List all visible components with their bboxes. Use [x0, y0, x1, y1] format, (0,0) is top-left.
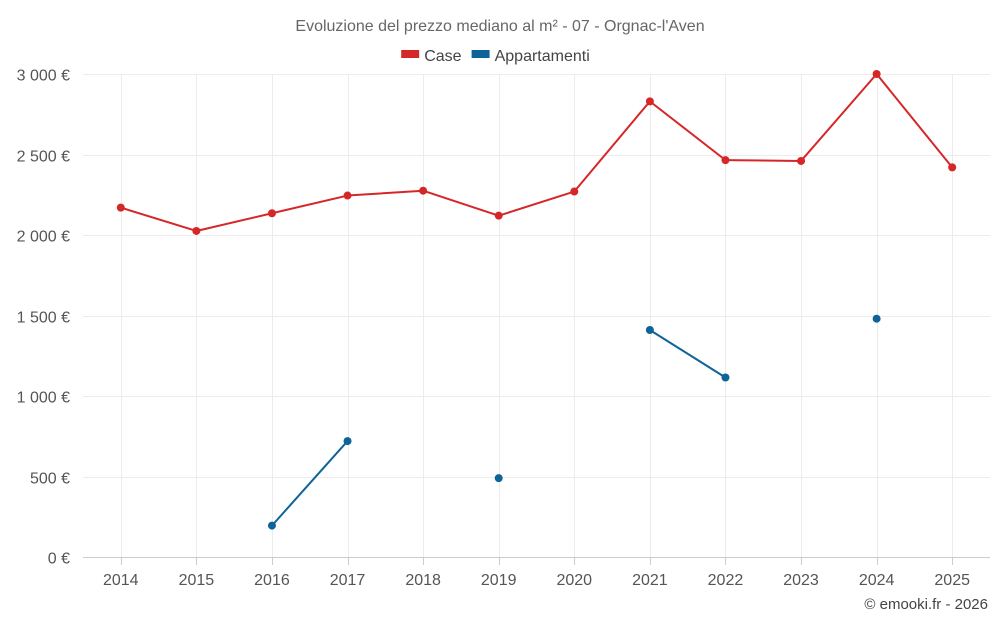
- x-axis-ticks: 2014 2015 2016 2017 2018 2019 2020 2021 2022 2023…: [103, 557, 970, 589]
- series-appartamenti: [267, 314, 881, 530]
- x-tick-label: 2014: [103, 572, 139, 589]
- y-tick-label: 1 000 €: [17, 390, 70, 407]
- y-tick-label: 2 500 €: [17, 149, 70, 166]
- y-gridlines: [83, 74, 990, 478]
- data-point-case-2018[interactable]: [419, 186, 428, 195]
- legend-label-appartamenti[interactable]: Appartamenti: [495, 48, 590, 65]
- x-tick-label: 2019: [481, 572, 517, 589]
- y-axis-ticks: 0 € 500 € 1 000 € 1 500 € 2 000 € 2 500 € 3 00…: [17, 68, 70, 568]
- series-line-segment: [648, 100, 727, 162]
- data-point-case-2019[interactable]: [494, 211, 503, 220]
- x-tick-label: 2023: [783, 572, 819, 589]
- credit-text: © emooki.fr - 2026: [864, 596, 988, 613]
- legend-swatch-appartamenti: [471, 50, 490, 58]
- legend-label-case[interactable]: Case: [424, 48, 461, 65]
- x-tick-label: 2021: [632, 572, 668, 589]
- y-tick-label: 1 500 €: [17, 310, 70, 327]
- x-tick-label: 2018: [405, 572, 441, 589]
- series-line-segment: [800, 73, 878, 162]
- legend: Case Appartamenti: [401, 48, 590, 65]
- series-line-segment: [422, 189, 500, 217]
- x-tick-label: 2015: [179, 572, 215, 589]
- series-line-segment: [270, 194, 349, 215]
- legend-swatch-case: [401, 50, 420, 58]
- data-point-case-2020[interactable]: [570, 187, 579, 196]
- series-line-segment: [573, 100, 651, 193]
- series-layer: [116, 70, 957, 530]
- x-tick-label: 2025: [934, 572, 970, 589]
- x-tick-label: 2020: [556, 572, 592, 589]
- data-point-appartamenti-2024[interactable]: [872, 314, 881, 323]
- x-tick-label: 2016: [254, 572, 290, 589]
- series-line-segment: [195, 212, 273, 232]
- x-tick-label: 2024: [859, 572, 895, 589]
- y-tick-label: 500 €: [30, 471, 70, 488]
- data-point-case-2014[interactable]: [116, 203, 125, 212]
- data-point-appartamenti-2017[interactable]: [343, 437, 352, 446]
- y-tick-label: 2 000 €: [17, 229, 70, 246]
- series-line-segment: [724, 159, 803, 162]
- data-point-appartamenti-2021[interactable]: [645, 325, 654, 334]
- series-line-segment: [119, 206, 198, 232]
- series-line-segment: [270, 440, 349, 527]
- data-point-case-2017[interactable]: [343, 191, 352, 200]
- y-tick-label: 3 000 €: [17, 68, 70, 85]
- data-point-case-2024[interactable]: [872, 70, 881, 78]
- data-point-case-2022[interactable]: [721, 156, 730, 165]
- series-line-segment: [346, 189, 425, 197]
- x-tick-label: 2017: [330, 572, 366, 589]
- data-point-case-2021[interactable]: [645, 97, 654, 106]
- series-line-segment: [648, 328, 727, 379]
- data-point-case-2023[interactable]: [797, 156, 806, 165]
- data-point-appartamenti-2016[interactable]: [267, 521, 276, 530]
- series-case: [116, 70, 957, 235]
- data-point-case-2025[interactable]: [948, 163, 957, 172]
- data-point-case-2015[interactable]: [192, 226, 201, 235]
- series-line-segment: [497, 190, 576, 217]
- y-tick-label: 0 €: [48, 551, 70, 568]
- data-point-appartamenti-2022[interactable]: [721, 373, 730, 382]
- data-point-case-2016[interactable]: [267, 209, 276, 218]
- data-point-appartamenti-2019[interactable]: [494, 474, 503, 483]
- x-tick-label: 2022: [708, 572, 744, 589]
- chart-title: Evoluzione del prezzo mediano al m² - 07…: [295, 18, 704, 35]
- series-line-segment: [875, 73, 954, 169]
- x-gridlines: [121, 74, 953, 557]
